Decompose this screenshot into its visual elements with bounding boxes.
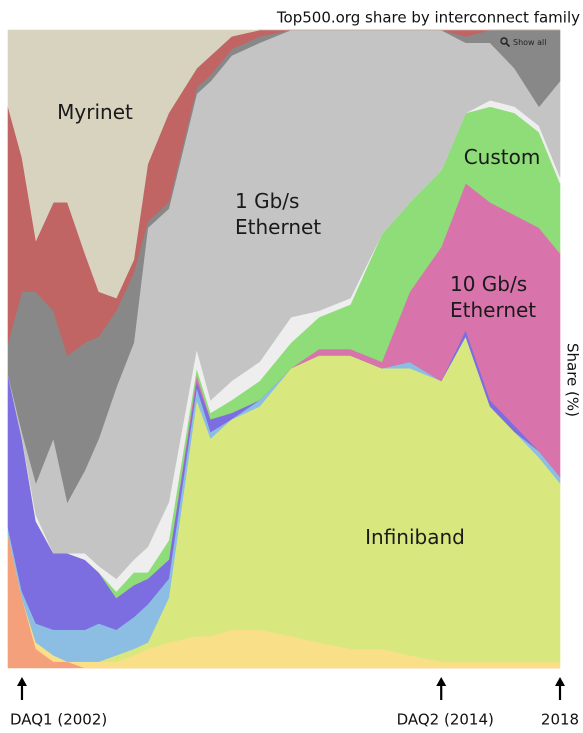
arrow-head — [555, 677, 565, 686]
show-all-button[interactable]: Show all — [500, 34, 546, 50]
series-label: 10 Gb/s Ethernet — [450, 272, 537, 322]
y-axis-label: Share (%) — [564, 343, 582, 417]
annotation-label: DAQ1 (2002) — [10, 711, 107, 729]
series-label: Infiniband — [365, 525, 465, 549]
chart-title: Top500.org share by interconnect family — [276, 9, 580, 27]
arrow-head — [436, 677, 447, 686]
show-all-text: Show all — [513, 37, 547, 47]
annotation-label: DAQ2 (2014) — [397, 711, 494, 729]
series-label: Myrinet — [57, 100, 133, 124]
area-band — [7, 29, 560, 299]
series-label: Custom — [463, 145, 541, 169]
annotation-label: 2018 — [541, 711, 579, 729]
series-label: 1 Gb/s Ethernet — [235, 189, 322, 239]
arrow-head — [16, 677, 27, 686]
zoom-icon — [500, 37, 510, 47]
